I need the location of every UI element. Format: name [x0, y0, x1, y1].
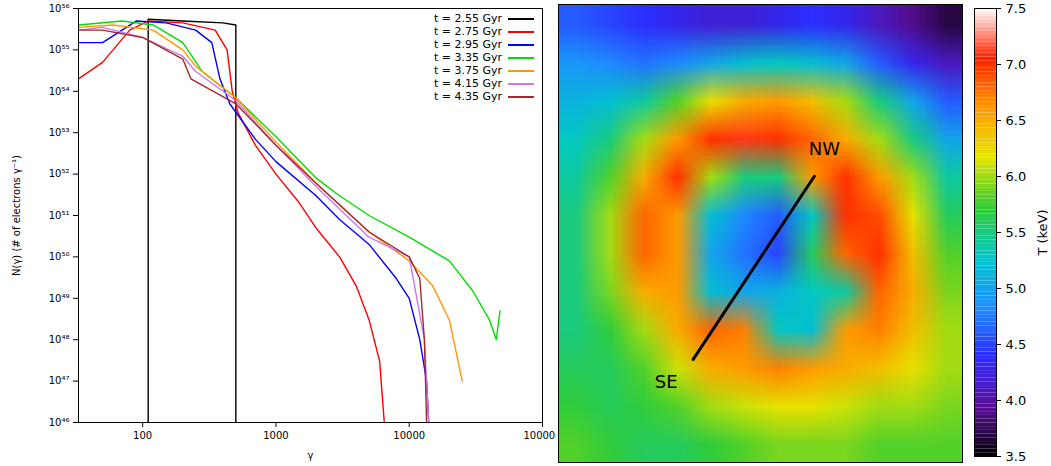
svg-text:4.0: 4.0	[1006, 393, 1027, 408]
svg-text:100: 100	[133, 430, 152, 441]
svg-text:7.5: 7.5	[1006, 1, 1027, 16]
svg-text:6.5: 6.5	[1006, 113, 1027, 128]
svg-text:5.5: 5.5	[1006, 225, 1027, 240]
html-text:t = 4.15 Gyr: t = 4.15 Gyr	[433, 77, 502, 90]
svg-text:3.5: 3.5	[1006, 449, 1027, 464]
svg-text:10⁴⁸: 10⁴⁸	[49, 334, 70, 345]
html-text:t = 2.95 Gyr: t = 2.95 Gyr	[433, 38, 502, 51]
svg-text:1000: 1000	[263, 430, 288, 441]
html-text:t = 2.75 Gyr: t = 2.75 Gyr	[433, 25, 502, 38]
html-text:t = 4.35 Gyr: t = 4.35 Gyr	[433, 90, 502, 103]
html-text:t = 2.55 Gyr: t = 2.55 Gyr	[433, 12, 502, 25]
svg-text:100000: 100000	[523, 430, 556, 441]
svg-text:5.0: 5.0	[1006, 281, 1027, 296]
svg-text:10⁵⁶: 10⁵⁶	[49, 3, 70, 14]
svg-text:10⁵⁰: 10⁵⁰	[49, 251, 70, 262]
html-text:t = 3.75 Gyr: t = 3.75 Gyr	[433, 64, 502, 77]
svg-text:10⁵³: 10⁵³	[49, 127, 70, 138]
svg-text:4.5: 4.5	[1006, 337, 1027, 352]
html-text:t = 3.35 Gyr: t = 3.35 Gyr	[433, 51, 502, 64]
svg-text:SE: SE	[655, 371, 678, 392]
svg-text:10⁵⁴: 10⁵⁴	[49, 86, 70, 97]
svg-text:N(γ) (# of electrons γ⁻¹): N(γ) (# of electrons γ⁻¹)	[11, 155, 22, 276]
svg-text:10⁵⁵: 10⁵⁵	[49, 44, 70, 55]
svg-text:10⁵²: 10⁵²	[49, 168, 70, 179]
svg-text:10⁵¹: 10⁵¹	[49, 210, 70, 221]
svg-text:7.0: 7.0	[1006, 57, 1027, 72]
svg-text:T (keV): T (keV)	[1035, 209, 1050, 256]
svg-text:10000: 10000	[393, 430, 425, 441]
svg-text:NW: NW	[809, 138, 840, 159]
svg-text:10⁴⁷: 10⁴⁷	[49, 375, 70, 386]
svg-text:10⁴⁹: 10⁴⁹	[49, 293, 70, 304]
svg-text:10⁴⁶: 10⁴⁶	[49, 417, 70, 428]
svg-text:γ: γ	[308, 450, 314, 461]
svg-text:6.0: 6.0	[1006, 169, 1027, 184]
